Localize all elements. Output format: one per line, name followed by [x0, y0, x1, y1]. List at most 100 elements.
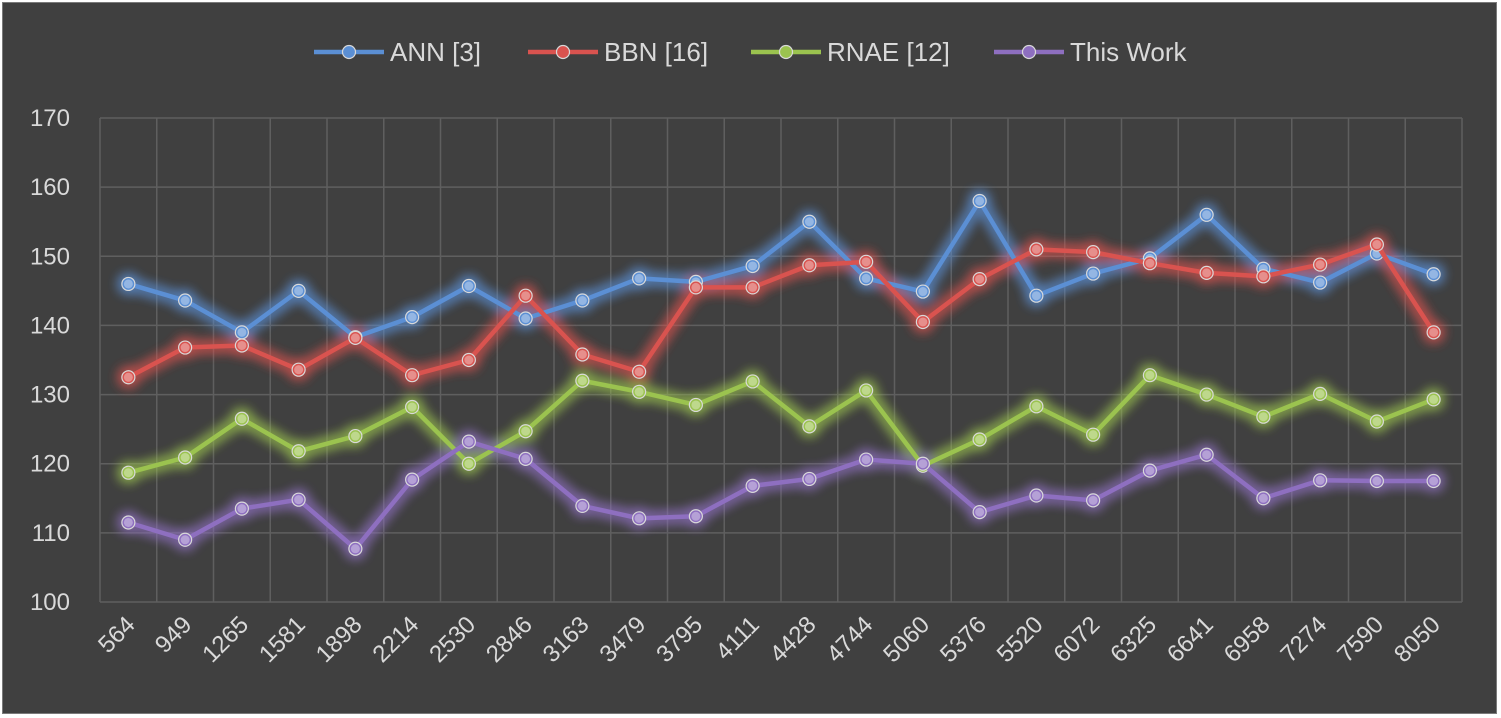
data-point-highlight — [1202, 210, 1212, 220]
data-point-highlight — [577, 501, 587, 511]
data-point-highlight — [1315, 389, 1325, 399]
data-point-highlight — [464, 459, 474, 469]
data-point — [461, 278, 476, 294]
data-point — [1426, 392, 1441, 407]
x-tick-label: 564 — [93, 611, 140, 658]
data-point — [518, 424, 533, 439]
data-point — [859, 452, 874, 467]
legend-item[interactable]: ANN [3] — [314, 37, 481, 67]
data-point-highlight — [123, 372, 133, 382]
data-point-highlight — [237, 504, 247, 514]
data-point-highlight — [464, 355, 474, 365]
data-point-highlight — [691, 400, 701, 410]
y-axis-ticks: 100 110 120 130 140 150 160 170 — [30, 105, 70, 616]
data-point-highlight — [1372, 240, 1382, 250]
legend-swatch-marker — [341, 44, 357, 60]
data-point — [1426, 267, 1441, 282]
data-point-highlight — [1145, 466, 1155, 476]
data-point-highlight — [1429, 269, 1439, 279]
data-point — [121, 370, 136, 385]
data-point-highlight — [350, 544, 360, 554]
data-point — [1142, 368, 1157, 383]
data-point — [518, 311, 533, 326]
x-tick-label: 1898 — [311, 611, 368, 668]
data-point — [1256, 409, 1271, 424]
y-tick-label: 140 — [30, 312, 70, 339]
x-tick-label: 5520 — [992, 611, 1049, 668]
data-point — [1369, 237, 1384, 252]
data-point-highlight — [748, 282, 758, 292]
data-point-highlight — [861, 273, 871, 283]
data-point-highlight — [1088, 495, 1098, 505]
x-tick-label: 3163 — [538, 611, 595, 668]
data-point — [291, 444, 306, 459]
data-point — [915, 284, 930, 299]
data-point-highlight — [748, 261, 758, 271]
data-point — [121, 276, 136, 292]
data-point-highlight — [1429, 476, 1439, 486]
legend-item[interactable]: This Work — [994, 37, 1188, 67]
data-point-highlight — [861, 455, 871, 465]
data-point — [348, 330, 363, 345]
data-point — [234, 338, 249, 353]
data-point — [1086, 493, 1101, 508]
data-point — [291, 283, 306, 298]
data-point-highlight — [237, 327, 247, 337]
y-tick-label: 110 — [32, 520, 70, 547]
data-point-highlight — [521, 426, 531, 436]
data-point-highlight — [918, 317, 928, 327]
legend-swatch-marker — [778, 44, 794, 60]
data-point — [461, 434, 476, 449]
data-point — [234, 411, 249, 426]
data-point-highlight — [123, 517, 133, 527]
data-point — [745, 374, 760, 389]
data-point — [1313, 473, 1328, 488]
x-tick-label: 6641 — [1162, 611, 1219, 668]
x-tick-label: 949 — [150, 611, 197, 658]
series-line-rnae-12 — [126, 372, 1436, 475]
x-tick-label: 3795 — [651, 611, 708, 668]
data-point-highlight — [407, 402, 417, 412]
data-point — [802, 419, 817, 434]
data-point-highlight — [350, 333, 360, 343]
data-point-highlight — [577, 376, 587, 386]
data-point-highlight — [521, 314, 531, 324]
data-point-highlight — [804, 421, 814, 431]
data-point-highlight — [1031, 491, 1041, 501]
data-point-highlight — [1315, 278, 1325, 288]
legend-item[interactable]: BBN [16] — [528, 37, 708, 67]
data-point-highlight — [1202, 268, 1212, 278]
data-point — [1369, 414, 1384, 429]
data-point — [745, 478, 760, 493]
grid — [99, 117, 1463, 603]
x-tick-label: 7274 — [1276, 611, 1333, 668]
x-tick-label: 4111 — [711, 611, 765, 665]
data-point — [234, 501, 249, 516]
x-tick-label: 6072 — [1049, 611, 1106, 668]
data-point-highlight — [1372, 476, 1382, 486]
legend-swatch-marker — [1021, 44, 1037, 60]
x-tick-label: 5376 — [935, 611, 992, 668]
legend-item[interactable]: RNAE [12] — [751, 37, 950, 67]
x-tick-label: 2846 — [481, 611, 538, 668]
data-point — [1313, 386, 1328, 401]
data-point-highlight — [975, 196, 985, 206]
x-tick-label: 6958 — [1219, 611, 1276, 668]
data-point-highlight — [407, 370, 417, 380]
data-point-highlight — [918, 287, 928, 297]
x-tick-label: 7590 — [1332, 611, 1389, 668]
data-point — [348, 428, 363, 444]
data-point — [405, 399, 420, 415]
data-point — [632, 511, 647, 526]
data-point-highlight — [1031, 401, 1041, 411]
data-point — [632, 364, 647, 379]
data-point-highlight — [1088, 430, 1098, 440]
data-point-highlight — [634, 513, 644, 523]
data-point — [1256, 491, 1271, 506]
data-point — [518, 288, 533, 303]
data-point-highlight — [294, 495, 304, 505]
data-point — [405, 310, 420, 325]
data-point — [1199, 265, 1214, 280]
data-point-highlight — [804, 474, 814, 484]
data-point-highlight — [123, 279, 133, 289]
